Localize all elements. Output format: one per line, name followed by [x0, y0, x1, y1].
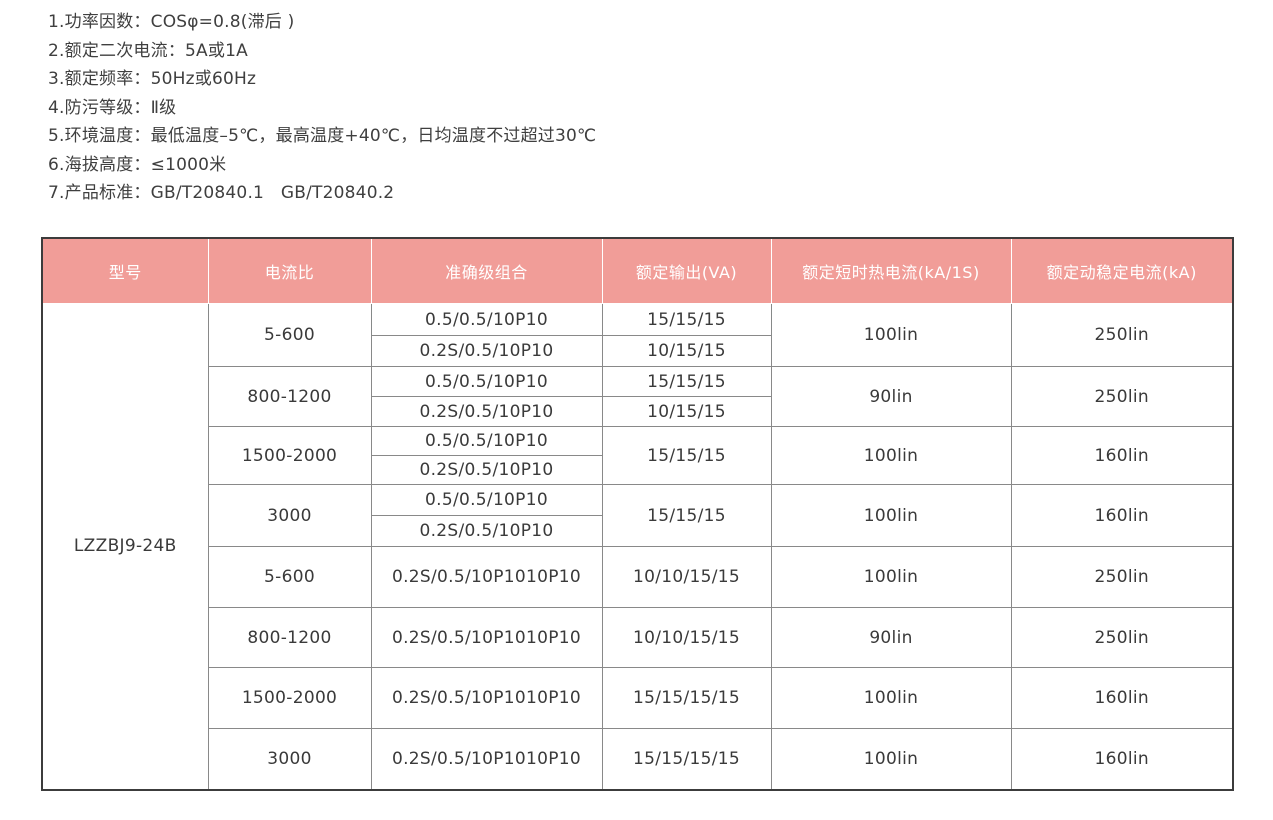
accuracy-cell: 0.2S/0.5/10P10	[370, 515, 603, 547]
ratio-cell: 1500-2000	[207, 667, 372, 729]
table-row: 0.2S/0.5/10P10 10/15/15	[42, 335, 1233, 367]
table-row: 800-1200 0.2S/0.5/10P1010P10 10/10/15/15…	[42, 607, 1234, 668]
ratio-cell: 3000	[207, 484, 372, 547]
accuracy-cell: 0.5/0.5/10P10	[370, 426, 603, 456]
ratio-cell: 800-1200	[207, 607, 372, 668]
output-cell: 15/15/15/15	[601, 667, 772, 729]
dynamic-cell: 250lin	[1010, 546, 1234, 608]
output-cell: 15/15/15/15	[601, 728, 772, 790]
accuracy-cell: 0.2S/0.5/10P1010P10	[370, 728, 603, 790]
header-dynamic-current: 额定动稳定电流(kA)	[1010, 237, 1234, 304]
accuracy-cell: 0.2S/0.5/10P10	[370, 455, 603, 485]
thermal-cell: 100lin	[770, 303, 1012, 367]
dynamic-cell: 160lin	[1010, 667, 1234, 729]
table-row: 3000 0.5/0.5/10P10 15/15/15 100lin 160li…	[42, 484, 1234, 547]
output-cell: 10/15/15	[601, 335, 772, 367]
dynamic-cell: 160lin	[1010, 426, 1234, 485]
spec-note-3: 3.额定频率：50Hz或60Hz	[48, 69, 257, 89]
dynamic-cell: 250lin	[1010, 607, 1234, 668]
output-cell: 10/10/15/15	[601, 607, 772, 668]
output-cell: 15/15/15	[601, 303, 772, 336]
accuracy-cell: 0.2S/0.5/10P10	[370, 335, 603, 367]
accuracy-cell: 0.5/0.5/10P10	[370, 484, 603, 516]
table-header-row: 型号 电流比 准确级组合 额定输出(VA) 额定短时热电流(kA/1S) 额定动…	[41, 237, 1234, 304]
header-rated-output: 额定输出(VA)	[601, 237, 772, 304]
ratio-cell: 1500-2000	[207, 426, 372, 485]
accuracy-cell: 0.2S/0.5/10P1010P10	[370, 667, 603, 729]
thermal-cell: 100lin	[770, 546, 1012, 608]
spec-notes-list: 1.功率因数：COSφ=0.8(滞后 ) 2.额定二次电流：5A或1A 3.额定…	[0, 0, 1273, 208]
accuracy-cell: 0.5/0.5/10P10	[370, 303, 603, 336]
dynamic-cell: 160lin	[1010, 484, 1234, 547]
output-cell: 10/10/15/15	[601, 546, 772, 608]
output-cell: 15/15/15	[601, 484, 772, 547]
spec-note-6: 6.海拔高度：≤1000米	[48, 154, 227, 175]
accuracy-cell: 0.2S/0.5/10P1010P10	[370, 546, 603, 608]
ratio-cell: 800-1200	[207, 366, 372, 427]
thermal-cell: 100lin	[770, 667, 1012, 729]
thermal-cell: 90lin	[770, 366, 1012, 427]
table-row: 3000 0.2S/0.5/10P1010P10 15/15/15/15 100…	[42, 728, 1234, 790]
table-row: 5-600 0.2S/0.5/10P1010P10 10/10/15/15 10…	[42, 546, 1234, 608]
dynamic-cell: 250lin	[1010, 366, 1234, 427]
thermal-cell: 100lin	[770, 484, 1012, 547]
header-model: 型号	[41, 237, 209, 304]
table-row: 0.2S/0.5/10P10	[42, 515, 1233, 547]
output-cell: 15/15/15	[601, 366, 772, 397]
spec-note-2: 2.额定二次电流：5A或1A	[48, 40, 248, 61]
table-row: LZZBJ9-24B 5-600 0.5/0.5/10P10 15/15/15 …	[41, 303, 1234, 790]
thermal-cell: 90lin	[770, 607, 1012, 668]
spec-note-5: 5.环境温度：最低温度–5℃，最高温度+40℃，日均温度不过超过30℃	[48, 126, 597, 146]
thermal-cell: 100lin	[770, 728, 1012, 790]
accuracy-cell: 0.5/0.5/10P10	[370, 366, 603, 397]
spec-note-1: 1.功率因数：COSφ=0.8(滞后 )	[48, 12, 295, 32]
ratio-cell: 5-600	[207, 303, 372, 367]
ratio-cell: 3000	[207, 728, 372, 790]
ratio-cell: 5-600	[207, 546, 372, 608]
spec-note-4: 4.防污等级：Ⅱ级	[48, 97, 177, 118]
output-cell: 10/15/15	[601, 396, 772, 427]
spec-table: 型号 电流比 准确级组合 额定输出(VA) 额定短时热电流(kA/1S) 额定动…	[41, 237, 1234, 791]
accuracy-cell: 0.2S/0.5/10P1010P10	[370, 607, 603, 668]
header-current-ratio: 电流比	[207, 237, 372, 304]
output-cell: 15/15/15	[601, 426, 772, 485]
header-thermal-current: 额定短时热电流(kA/1S)	[770, 237, 1012, 304]
accuracy-cell: 0.2S/0.5/10P10	[370, 396, 603, 427]
table-row: 800-1200 0.5/0.5/10P10 15/15/15 90lin 25…	[42, 366, 1234, 427]
table-row: 1500-2000 0.5/0.5/10P10 15/15/15 100lin …	[42, 426, 1234, 485]
dynamic-cell: 250lin	[1010, 303, 1234, 367]
spec-note-7: 7.产品标准：GB/T20840.1 GB/T20840.2	[48, 183, 395, 203]
header-accuracy-combo: 准确级组合	[370, 237, 603, 304]
table-row: 0.2S/0.5/10P10	[42, 455, 1233, 485]
model-cell: LZZBJ9-24B	[41, 303, 209, 790]
table-row: 1500-2000 0.2S/0.5/10P1010P10 15/15/15/1…	[42, 667, 1234, 729]
dynamic-cell: 160lin	[1010, 728, 1234, 790]
thermal-cell: 100lin	[770, 426, 1012, 485]
